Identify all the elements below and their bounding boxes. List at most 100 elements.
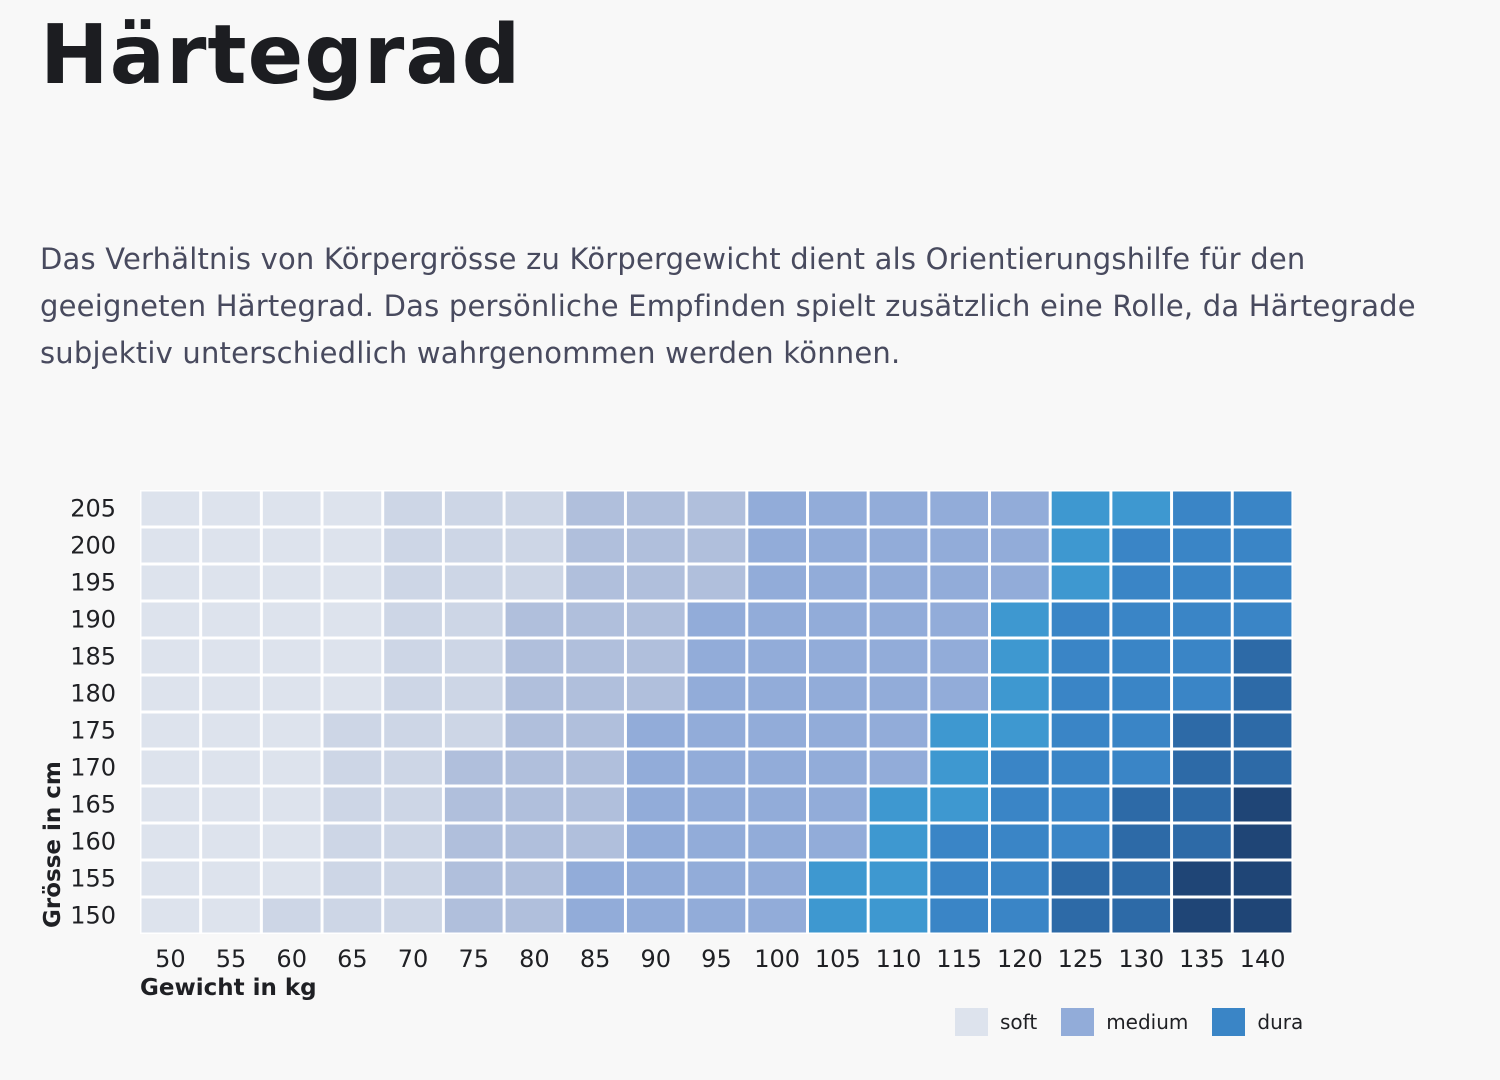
heatmap-cell [808,602,867,637]
x-axis-label: Gewicht in kg [140,975,317,1001]
heatmap-cell [748,491,806,526]
heatmap-cell [384,898,442,933]
heatmap-cell [1112,898,1171,933]
x-tick-label: 140 [1240,945,1286,973]
heatmap-cell [808,639,867,674]
heatmap-cell [1233,713,1292,748]
heatmap-cell [141,898,200,933]
heatmap-cell [202,602,260,637]
heatmap-cell [141,528,200,563]
heatmap-cell [626,602,685,637]
heatmap-cell [1233,824,1292,859]
heatmap-cell [1233,676,1292,711]
page-title: Härtegrad [40,8,522,103]
heatmap-cell [808,713,867,748]
heatmap-cell [869,713,928,748]
heatmap-cell [1173,639,1231,674]
legend: soft medium dura [955,1008,1303,1036]
heatmap-cell [626,528,685,563]
heatmap-cell [384,713,442,748]
heatmap-cell [687,787,746,822]
heatmap-cell [1112,602,1171,637]
heatmap-cell [808,824,867,859]
heatmap-cell [566,713,624,748]
heatmap-cell [869,565,928,600]
heatmap-cell [202,565,260,600]
heatmap-cell [1051,898,1110,933]
heatmap-cell [141,713,200,748]
heatmap-cell [141,491,200,526]
heatmap-cell [505,676,564,711]
heatmap-cell [202,491,260,526]
heatmap-cell [444,565,503,600]
x-tick-label: 65 [337,945,368,973]
heatmap-cell [1112,676,1171,711]
heatmap-cell [626,750,685,785]
heatmap-cell [1051,787,1110,822]
heatmap-cell [808,750,867,785]
heatmap-cell [566,861,624,896]
heatmap-cell [1233,491,1292,526]
legend-swatch-soft [955,1008,988,1036]
heatmap-cell [262,528,321,563]
heatmap-cell [626,861,685,896]
heatmap-cell [141,639,200,674]
heatmap-cell [808,491,867,526]
x-tick-label: 70 [398,945,429,973]
heatmap-cell [991,824,1049,859]
heatmap-cell [930,861,989,896]
heatmap-cell [1233,787,1292,822]
heatmap-cell [748,676,806,711]
heatmap-cell [1051,528,1110,563]
heatmap-cell [566,565,624,600]
y-tick-label: 205 [70,495,116,523]
heatmap-cell [262,602,321,637]
heatmap-cell [687,528,746,563]
heatmap-cell [687,565,746,600]
heatmap-cell [991,750,1049,785]
heatmap-cell [323,861,382,896]
heatmap-cell [262,676,321,711]
heatmap-cell [869,861,928,896]
heatmap-cell [141,750,200,785]
heatmap-cell [1051,713,1110,748]
heatmap-cell [869,750,928,785]
heatmap-cell [262,787,321,822]
legend-label-medium: medium [1106,1010,1189,1034]
heatmap-cell [930,824,989,859]
heatmap-cell [1233,602,1292,637]
heatmap-cell [930,491,989,526]
heatmap-cell [566,639,624,674]
heatmap-cell [1112,824,1171,859]
heatmap-cell [626,676,685,711]
legend-label-soft: soft [1000,1010,1038,1034]
heatmap-cell [869,528,928,563]
x-tick-label: 60 [276,945,307,973]
heatmap-cell [808,676,867,711]
heatmap-cell [444,824,503,859]
heatmap-cell [262,639,321,674]
heatmap-cell [930,713,989,748]
heatmap-cell [687,602,746,637]
heatmap-cell [202,639,260,674]
heatmap-cell [1112,565,1171,600]
y-tick-label: 150 [70,902,116,930]
heatmap-cell [930,750,989,785]
heatmap-cell [1112,750,1171,785]
heatmap-cell [444,861,503,896]
heatmap-cell [505,787,564,822]
heatmap-cell [202,750,260,785]
y-tick-label: 165 [70,791,116,819]
legend-item-medium: medium [1061,1008,1188,1036]
heatmap-cell [687,491,746,526]
heatmap-cell [505,528,564,563]
heatmap-cell [444,898,503,933]
heatmap-cell [262,861,321,896]
heatmap-cell [384,676,442,711]
heatmap-cell [323,898,382,933]
heatmap-cell [444,713,503,748]
heatmap-cell [748,898,806,933]
heatmap-cell [384,602,442,637]
heatmap-cell [384,565,442,600]
